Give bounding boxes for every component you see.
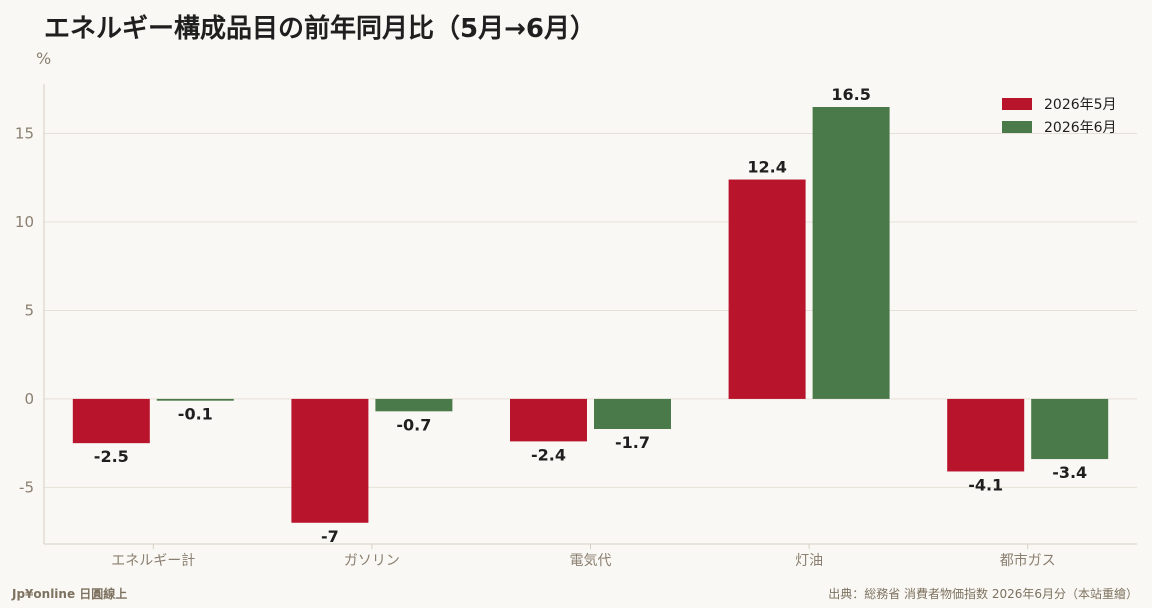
bar: [947, 398, 1025, 472]
y-tick-label: 0: [24, 390, 34, 408]
x-category-label: 都市ガス: [1000, 552, 1056, 569]
data-label: 12.4: [747, 158, 786, 177]
bar: [291, 398, 369, 523]
data-label: -4.1: [968, 475, 1003, 494]
bar: [812, 107, 890, 399]
source-note: 出典：総務省 消費者物価指数 2026年6月分（本站重繪）: [828, 587, 1138, 601]
y-tick-label: 5: [24, 301, 34, 319]
x-category-label: 電気代: [570, 553, 612, 569]
bar: [728, 179, 806, 399]
x-category-label: ガソリン: [344, 553, 400, 569]
x-category-label: エネルギー計: [111, 553, 195, 569]
brand-logo-text: Jp¥online 日圓線上: [12, 587, 128, 601]
bar: [375, 398, 453, 412]
y-axis-unit: %: [36, 49, 52, 68]
legend-label: 2026年6月: [1044, 120, 1117, 136]
data-label: -0.1: [178, 405, 213, 424]
data-label: -2.5: [94, 447, 129, 466]
data-label: -2.4: [531, 445, 566, 464]
y-tick-label: 10: [15, 213, 34, 231]
legend-swatch: [1002, 121, 1032, 133]
y-tick-label: -5: [19, 478, 34, 496]
bar: [156, 398, 234, 401]
legend-swatch: [1002, 98, 1032, 110]
bar: [1031, 398, 1109, 460]
data-label: -7: [321, 527, 339, 546]
data-label: -1.7: [615, 433, 650, 452]
data-label: -0.7: [396, 415, 431, 434]
bar: [72, 398, 150, 444]
x-category-label: 灯油: [795, 553, 823, 569]
bar: [510, 398, 587, 442]
data-label: -3.4: [1052, 463, 1087, 482]
chart-title: エネルギー構成品目の前年同月比（5月→6月）: [44, 14, 596, 44]
y-tick-label: 15: [15, 125, 34, 143]
legend-label: 2026年5月: [1044, 97, 1117, 113]
bar: [594, 398, 671, 429]
data-label: 16.5: [831, 85, 870, 104]
